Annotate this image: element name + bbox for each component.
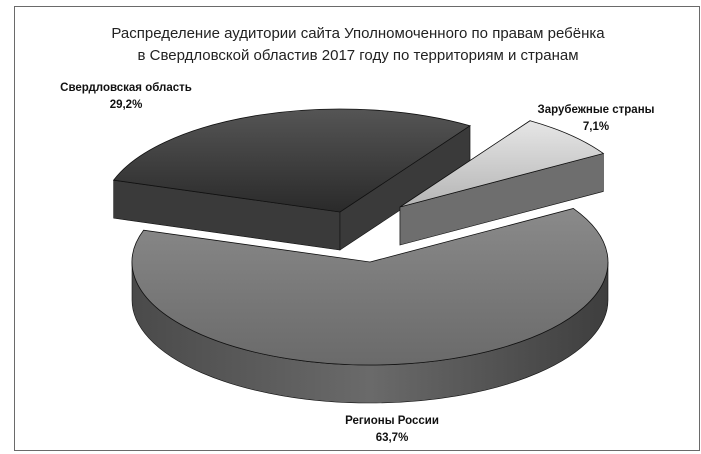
- slice-label-foreign: Зарубежные страны 7,1%: [537, 102, 655, 136]
- slice-foreign: [399, 120, 605, 208]
- chart-title: Распределение аудитории сайта Уполномоче…: [15, 23, 701, 67]
- slice-name-foreign: Зарубежные страны: [537, 104, 655, 116]
- slice-value-russia: 63,7%: [375, 432, 409, 444]
- slice-name-russia: Регионы России: [345, 415, 439, 427]
- slice-value-sverdlovsk: 29,2%: [109, 99, 143, 111]
- chart-title-line-2: в Свердловской областив 2017 году по тер…: [137, 47, 579, 64]
- slice-label-russia: Регионы России 63,7%: [322, 413, 462, 447]
- slice-label-sverdlovsk: Свердловская область 29,2%: [51, 80, 201, 114]
- slice-sverdlovsk: [112, 108, 471, 213]
- chart-frame: Распределение аудитории сайта Уполномоче…: [14, 6, 700, 451]
- slice-name-sverdlovsk: Свердловская область: [60, 82, 192, 94]
- chart-title-line-1: Распределение аудитории сайта Уполномоче…: [111, 25, 605, 42]
- slice-value-foreign: 7,1%: [582, 121, 610, 133]
- pie-chart: [112, 108, 609, 404]
- slice-russia: [131, 208, 609, 366]
